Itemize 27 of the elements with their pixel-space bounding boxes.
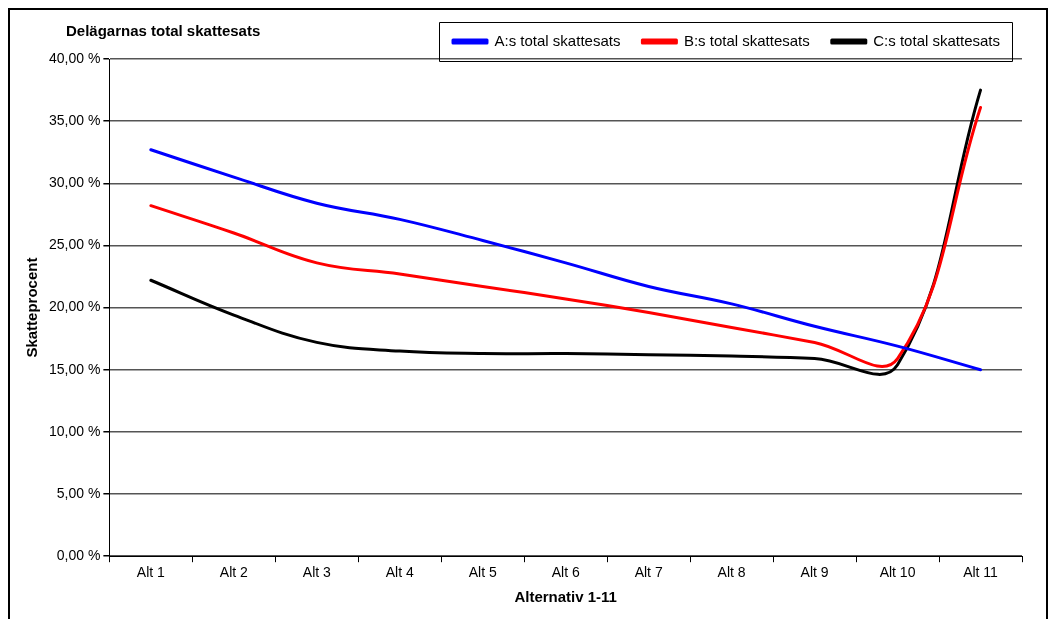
x-tick-label: Alt 4 bbox=[385, 564, 414, 581]
y-tick-label: 0,00 % bbox=[56, 547, 101, 564]
legend-label: B:s total skattesats bbox=[683, 31, 810, 49]
y-tick-label: 40,00 % bbox=[49, 49, 101, 66]
y-axis-title: Skatteprocent bbox=[23, 257, 41, 358]
x-tick-label: Alt 10 bbox=[879, 564, 916, 581]
legend-label: A:s total skattesats bbox=[494, 31, 621, 49]
x-tick-label: Alt 11 bbox=[963, 564, 999, 581]
legend-label: C:s total skattesats bbox=[873, 31, 1000, 49]
y-tick-label: 10,00 % bbox=[49, 422, 101, 439]
x-tick-label: Alt 3 bbox=[302, 564, 332, 581]
y-tick-label: 25,00 % bbox=[49, 236, 101, 253]
y-tick-label: 5,00 % bbox=[56, 484, 101, 501]
x-axis-title: Alternativ 1-11 bbox=[514, 588, 617, 606]
line-series bbox=[149, 148, 983, 372]
y-tick-label: 35,00 % bbox=[49, 112, 101, 129]
y-tick-label: 20,00 % bbox=[49, 298, 101, 315]
chart-title: Delägarnas total skattesats bbox=[66, 22, 261, 39]
y-tick-label: 30,00 % bbox=[49, 174, 101, 191]
x-tick-label: Alt 2 bbox=[219, 564, 249, 581]
x-tick-label: Alt 7 bbox=[634, 564, 663, 581]
x-tick-label: Alt 6 bbox=[551, 564, 580, 581]
x-tick-label: Alt 9 bbox=[800, 564, 829, 581]
x-tick-label: Alt 5 bbox=[468, 564, 497, 581]
x-tick-label: Alt 8 bbox=[717, 564, 746, 581]
x-tick-label: Alt 1 bbox=[136, 564, 166, 581]
y-tick-label: 15,00 % bbox=[49, 360, 101, 377]
